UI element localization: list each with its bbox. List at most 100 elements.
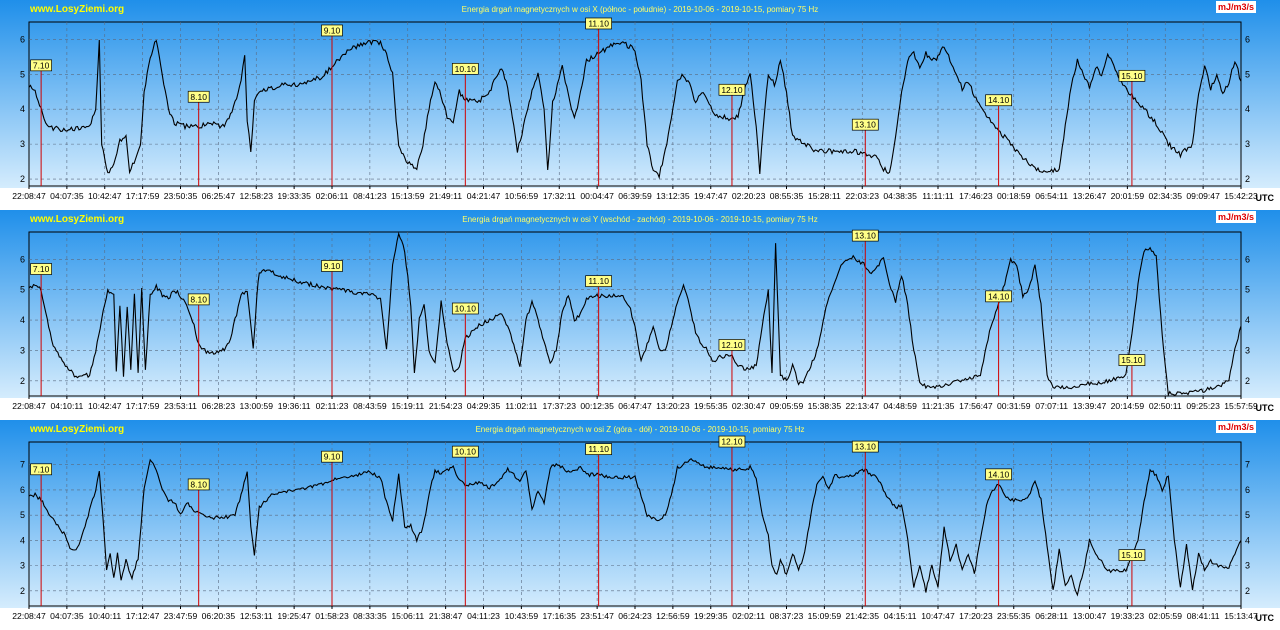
x-tick-label: 08:33:35 <box>353 611 387 621</box>
day-marker-box <box>851 229 879 242</box>
x-tick-label: 15:13:59 <box>391 191 425 201</box>
day-marker-box <box>187 90 210 103</box>
x-tick-label: 17:37:23 <box>543 401 577 411</box>
unit-badge: mJ/m3/s <box>1216 1 1256 13</box>
x-tick-label: 06:54:11 <box>1035 191 1068 201</box>
day-marker-label: 8.10 <box>190 294 207 304</box>
x-tick-label: 04:29:35 <box>467 401 501 411</box>
day-marker-box <box>1118 549 1146 561</box>
x-tick-label: 02:05:59 <box>1149 611 1183 621</box>
day-marker-box <box>985 468 1012 481</box>
x-tick-label: 04:21:47 <box>467 191 501 201</box>
unit-badge-box <box>1216 421 1256 433</box>
x-tick-label: 11:21:35 <box>922 401 955 411</box>
y-tick-label-right: 4 <box>1245 315 1250 325</box>
x-tick-label: 08:43:59 <box>353 401 387 411</box>
x-tick-label: 00:12:35 <box>580 401 614 411</box>
day-marker-label: 13.10 <box>855 442 877 452</box>
y-tick-label-right: 5 <box>1245 510 1250 520</box>
y-tick-label-left: 2 <box>20 586 25 596</box>
x-tick-label: 13:26:47 <box>1073 191 1107 201</box>
day-marker-label: 15.10 <box>1121 71 1143 81</box>
x-tick-label: 04:07:35 <box>50 611 84 621</box>
unit-badge-text: mJ/m3/s <box>1218 212 1254 222</box>
x-tick-label: 15:42:23 <box>1224 191 1258 201</box>
y-tick-label-right: 6 <box>1245 485 1250 495</box>
x-tick-label: 19:33:35 <box>277 191 311 201</box>
day-marker: 7.10 <box>30 59 52 186</box>
day-marker-label: 12.10 <box>721 437 743 447</box>
y-tick-label-left: 6 <box>20 485 25 495</box>
x-tick-label: 02:11:23 <box>316 401 349 411</box>
y-tick-label-right: 6 <box>1245 254 1250 264</box>
day-marker: 10.10 <box>451 445 479 606</box>
x-tick-label: 22:13:47 <box>846 401 880 411</box>
x-tick-label: 17:17:59 <box>126 191 160 201</box>
day-marker-box <box>321 24 343 37</box>
chart-title: Energia drgań magnetycznych w osi X (pół… <box>462 5 819 14</box>
y-tick-label-right: 3 <box>1245 561 1250 571</box>
unit-badge-text: mJ/m3/s <box>1218 422 1254 432</box>
day-marker-box <box>187 293 210 306</box>
x-tick-label: 04:07:35 <box>50 191 84 201</box>
day-marker-box <box>718 339 746 351</box>
x-tick-label: 06:28:23 <box>202 401 236 411</box>
day-marker-label: 7.10 <box>33 264 50 274</box>
chart-panel-y: www.LosyZiemi.org Energia drgań magnetycz… <box>0 210 1280 418</box>
x-tick-label: 17:20:23 <box>959 611 993 621</box>
y-tick-label-left: 6 <box>20 254 25 264</box>
day-marker: 7.10 <box>30 463 52 606</box>
chart-title: Energia drgań magnetycznych w osi Z (gór… <box>475 425 804 434</box>
site-label: www.LosyZiemi.org <box>29 424 124 435</box>
x-tick-label: 00:18:59 <box>997 191 1031 201</box>
x-tick-label: 06:39:59 <box>618 191 652 201</box>
y-tick-label-left: 2 <box>20 174 25 184</box>
site-label: www.LosyZiemi.org <box>29 4 124 15</box>
day-marker-label: 15.10 <box>1121 355 1143 365</box>
x-tick-label: 02:02:11 <box>732 611 765 621</box>
x-tick-label: 17:17:59 <box>126 401 160 411</box>
x-tick-label: 12:53:11 <box>240 611 273 621</box>
x-tick-label: 04:38:35 <box>883 191 917 201</box>
day-marker: 9.10 <box>321 260 343 396</box>
y-tick-label-left: 5 <box>20 285 25 295</box>
x-tick-label: 02:30:47 <box>732 401 766 411</box>
x-tick-label: 15:13:47 <box>1224 611 1258 621</box>
x-tick-label: 17:12:47 <box>126 611 160 621</box>
day-marker: 14.10 <box>985 290 1012 396</box>
energy-trace <box>28 457 1242 597</box>
utc-label: UTC <box>1256 193 1275 203</box>
day-marker: 15.10 <box>1118 354 1146 396</box>
day-marker-label: 14.10 <box>988 291 1010 301</box>
x-tick-label: 21:54:23 <box>429 401 463 411</box>
axis-label-strip <box>0 608 1280 628</box>
y-tick-label-right: 2 <box>1245 174 1250 184</box>
day-marker: 15.10 <box>1118 549 1146 606</box>
y-tick-label-left: 7 <box>20 460 25 470</box>
day-marker: 12.10 <box>718 435 746 606</box>
day-marker: 8.10 <box>187 478 210 606</box>
day-marker: 11.10 <box>585 275 612 396</box>
x-tick-label: 15:28:11 <box>808 191 841 201</box>
x-tick-label: 10:42:47 <box>88 191 122 201</box>
x-tick-label: 06:25:47 <box>202 191 236 201</box>
x-tick-label: 09:25:23 <box>1186 401 1220 411</box>
day-marker-box <box>851 118 879 131</box>
x-tick-label: 00:04:47 <box>580 191 614 201</box>
x-tick-label: 10:40:11 <box>88 611 121 621</box>
day-marker: 8.10 <box>187 90 210 186</box>
day-marker: 12.10 <box>718 83 746 186</box>
day-marker-label: 10.10 <box>455 64 477 74</box>
energy-trace <box>28 231 1242 397</box>
day-marker-label: 13.10 <box>855 120 877 130</box>
x-tick-label: 04:48:59 <box>883 401 917 411</box>
x-tick-label: 08:55:35 <box>770 191 804 201</box>
y-tick-label-right: 5 <box>1245 285 1250 295</box>
y-tick-label-right: 5 <box>1245 69 1250 79</box>
day-marker-box <box>585 17 612 30</box>
day-marker-label: 12.10 <box>721 85 743 95</box>
x-tick-label: 08:41:11 <box>1187 611 1220 621</box>
day-marker-box <box>451 302 479 315</box>
x-tick-label: 19:55:35 <box>694 401 728 411</box>
day-marker: 10.10 <box>451 62 479 186</box>
